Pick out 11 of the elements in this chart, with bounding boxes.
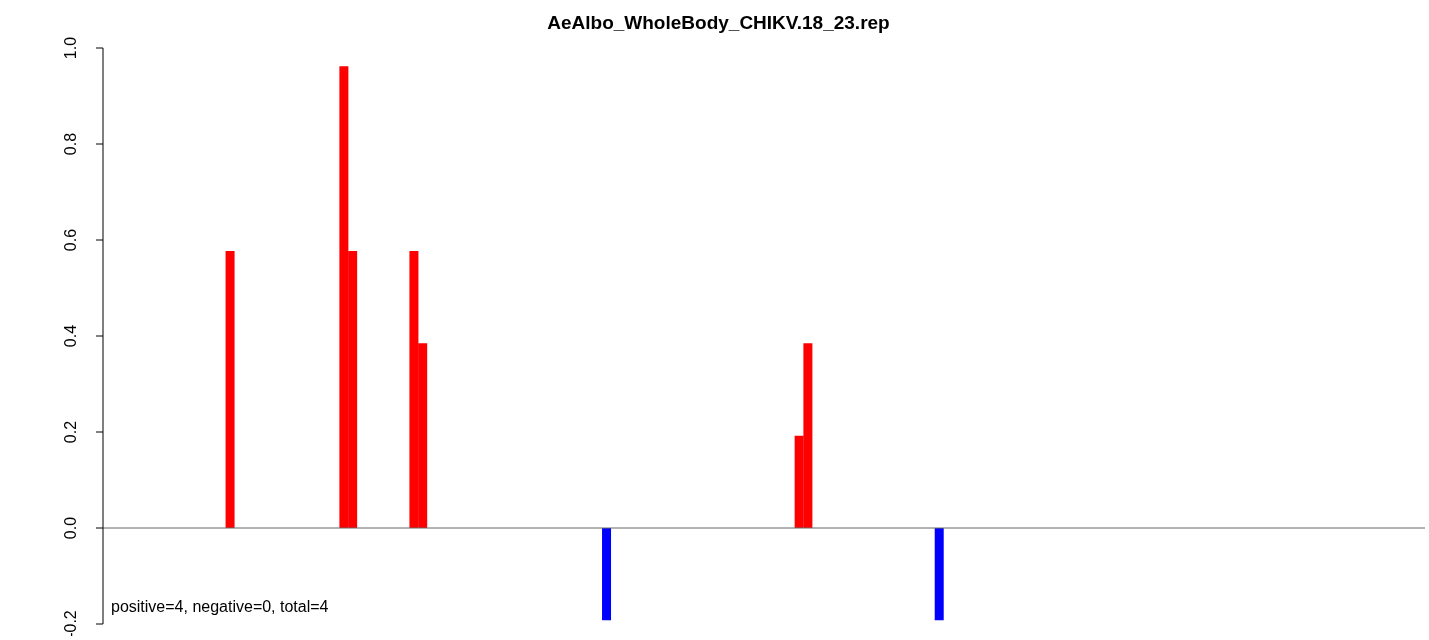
chart-title: AeAlbo_WholeBody_CHIKV.18_23.rep — [546, 12, 891, 34]
bar — [934, 528, 944, 621]
y-tick-label: 0.6 — [62, 228, 79, 252]
y-tick-label: 0.2 — [62, 420, 79, 444]
annotation: positive=4, negative=0, total=4 — [111, 598, 329, 616]
y-tick-label: 0.0 — [62, 516, 79, 540]
y-tick-label: 0.4 — [62, 324, 79, 348]
y-tick-label: 1.0 — [62, 36, 79, 60]
bar — [602, 528, 612, 621]
y-tick-label: 0.8 — [62, 132, 79, 156]
bar — [225, 251, 235, 528]
